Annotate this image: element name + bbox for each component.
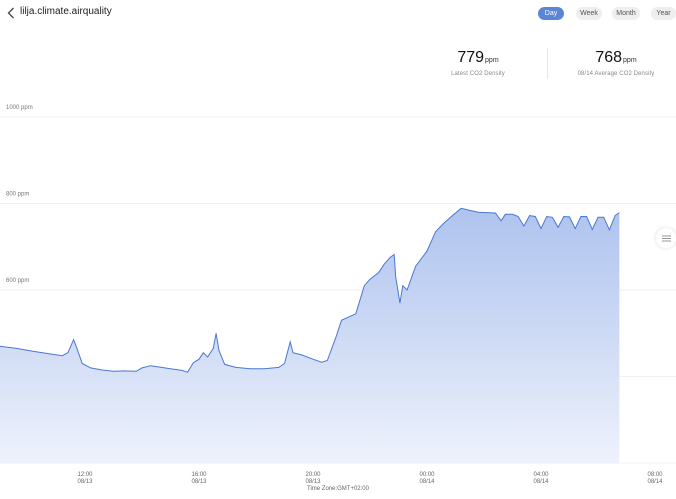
chart-menu-button[interactable] bbox=[656, 228, 676, 248]
x-tick-time-label: 08:00 bbox=[647, 472, 663, 478]
average-co2-value: 768 bbox=[595, 49, 623, 66]
list-icon bbox=[661, 235, 671, 241]
x-tick-date-label: 08/14 bbox=[647, 479, 663, 485]
x-tick-time-label: 20:00 bbox=[305, 472, 321, 478]
co2-series-line bbox=[0, 207, 620, 373]
tab-day[interactable]: Day bbox=[538, 7, 564, 20]
back-button[interactable] bbox=[4, 5, 18, 21]
x-tick-date-label: 08/13 bbox=[191, 479, 207, 485]
x-tick-time-label: 16:00 bbox=[191, 472, 207, 478]
latest-co2-unit: ppm bbox=[485, 57, 499, 64]
y-tick-label: 1000 ppm bbox=[6, 105, 33, 111]
x-tick-time-label: 00:00 bbox=[419, 472, 435, 478]
average-co2-stat: 768ppm 08/14 Average CO2 Density bbox=[565, 49, 667, 77]
x-tick-time-label: 12:00 bbox=[77, 472, 93, 478]
chevron-left-icon bbox=[7, 7, 14, 19]
stat-divider bbox=[547, 48, 548, 79]
x-tick-date-label: 08/14 bbox=[419, 479, 435, 485]
page-title: lilja.climate.airquality bbox=[20, 6, 112, 17]
co2-area-fill bbox=[0, 208, 620, 463]
x-tick-date-label: 08/13 bbox=[77, 479, 93, 485]
y-tick-label: 800 ppm bbox=[6, 192, 29, 198]
header-bar: lilja.climate.airquality bbox=[0, 0, 676, 26]
x-tick-date-label: 08/14 bbox=[533, 479, 549, 485]
average-co2-unit: ppm bbox=[623, 57, 637, 64]
timezone-label: Time Zone:GMT+02:00 bbox=[307, 486, 369, 492]
x-tick-time-label: 04:00 bbox=[533, 472, 549, 478]
tab-year[interactable]: Year bbox=[651, 7, 676, 20]
average-co2-label: 08/14 Average CO2 Density bbox=[577, 71, 655, 77]
latest-co2-stat: 779ppm Latest CO2 Density bbox=[430, 49, 526, 77]
y-tick-label: 600 ppm bbox=[6, 278, 29, 284]
x-tick-date-label: 08/13 bbox=[305, 479, 321, 485]
latest-co2-value: 779 bbox=[457, 49, 485, 66]
latest-co2-label: Latest CO2 Density bbox=[451, 71, 505, 77]
tab-week[interactable]: Week bbox=[576, 7, 602, 20]
tab-month[interactable]: Month bbox=[612, 7, 640, 20]
